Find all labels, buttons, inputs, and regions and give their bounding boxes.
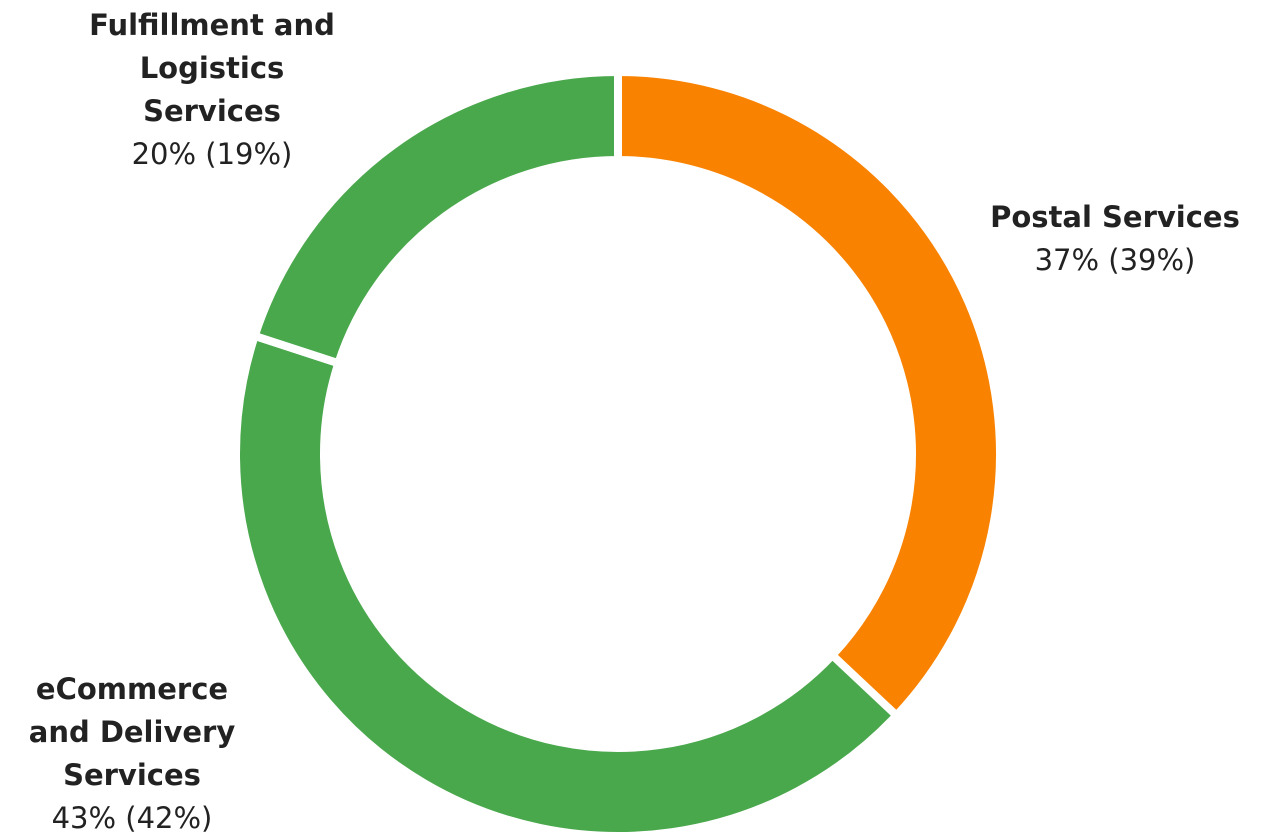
donut-segment bbox=[614, 67, 1004, 722]
label: Postal Services 37% (39%) bbox=[960, 196, 1270, 282]
category-label: Postal Services bbox=[990, 200, 1240, 234]
donut-segment bbox=[249, 67, 622, 369]
label: eCommerce and Delivery Services 43% (42%… bbox=[12, 668, 252, 840]
value-label: 37% (39%) bbox=[1034, 243, 1196, 277]
value-label: 20% (19%) bbox=[131, 137, 293, 171]
category-label: Fulfillment and Logistics Services bbox=[89, 8, 335, 128]
value-label: 43% (42%) bbox=[51, 801, 213, 835]
label: Fulfillment and Logistics Services 20% (… bbox=[72, 4, 352, 176]
donut-segment bbox=[232, 330, 903, 840]
category-label: eCommerce and Delivery Services bbox=[28, 672, 236, 792]
